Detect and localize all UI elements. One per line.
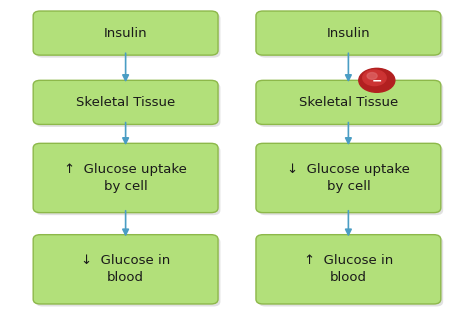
FancyBboxPatch shape: [33, 235, 218, 304]
FancyBboxPatch shape: [256, 80, 441, 124]
Circle shape: [359, 68, 395, 92]
FancyBboxPatch shape: [33, 143, 218, 213]
Text: −: −: [372, 74, 382, 88]
FancyBboxPatch shape: [258, 237, 443, 306]
Text: Skeletal Tissue: Skeletal Tissue: [299, 96, 398, 109]
FancyBboxPatch shape: [33, 11, 218, 55]
Circle shape: [367, 72, 377, 79]
FancyBboxPatch shape: [258, 146, 443, 215]
FancyBboxPatch shape: [258, 83, 443, 127]
FancyBboxPatch shape: [36, 14, 220, 58]
Text: Insulin: Insulin: [327, 26, 370, 40]
FancyBboxPatch shape: [256, 11, 441, 55]
Text: ↓  Glucose in
blood: ↓ Glucose in blood: [81, 254, 170, 284]
FancyBboxPatch shape: [256, 235, 441, 304]
Text: ↑  Glucose uptake
by cell: ↑ Glucose uptake by cell: [64, 163, 187, 193]
FancyBboxPatch shape: [36, 146, 220, 215]
FancyBboxPatch shape: [258, 14, 443, 58]
FancyBboxPatch shape: [33, 80, 218, 124]
Text: Skeletal Tissue: Skeletal Tissue: [76, 96, 175, 109]
FancyBboxPatch shape: [36, 83, 220, 127]
Text: ↓  Glucose uptake
by cell: ↓ Glucose uptake by cell: [287, 163, 410, 193]
FancyBboxPatch shape: [256, 143, 441, 213]
Text: ↑  Glucose in
blood: ↑ Glucose in blood: [304, 254, 393, 284]
FancyBboxPatch shape: [36, 237, 220, 306]
Circle shape: [363, 70, 386, 86]
Text: Insulin: Insulin: [104, 26, 147, 40]
